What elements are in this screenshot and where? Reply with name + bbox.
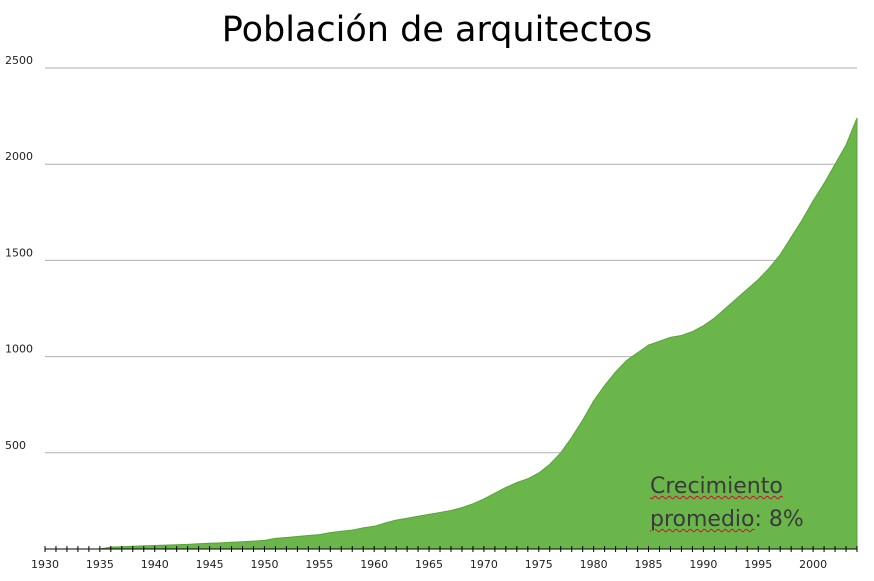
x-tick-label-1940: 1940	[141, 558, 169, 571]
x-tick-label-1970: 1970	[470, 558, 498, 571]
growth-annotation-line2: promedio: 8%	[650, 507, 804, 533]
x-tick-label-1980: 1980	[580, 558, 608, 571]
x-tick-label-1955: 1955	[305, 558, 333, 571]
x-tick-label-1975: 1975	[525, 558, 553, 571]
x-tick-label-1930: 1930	[31, 558, 59, 571]
x-tick-label-1950: 1950	[250, 558, 278, 571]
y-tick-label-500: 500	[5, 439, 26, 452]
x-tick-label-1935: 1935	[86, 558, 114, 571]
annotation-rate: : 8%	[754, 507, 804, 532]
area-fill	[45, 117, 858, 550]
x-tick-label-1995: 1995	[744, 558, 772, 571]
y-tick-label-1000: 1000	[5, 343, 33, 356]
growth-annotation-line1: Crecimiento	[650, 474, 783, 500]
y-tick-labels: 500 1000 1500 2000 2500	[5, 54, 33, 452]
x-tick-label-2000: 2000	[799, 558, 827, 571]
area-series	[45, 117, 858, 550]
chart-title: Población de arquitectos	[221, 10, 653, 50]
annotation-word-promedio: promedio	[650, 507, 755, 532]
x-tick-label-1965: 1965	[415, 558, 443, 571]
x-tick-label-1960: 1960	[360, 558, 388, 571]
y-tick-label-2000: 2000	[5, 150, 33, 163]
x-tick-label-1945: 1945	[196, 558, 224, 571]
y-tick-label-1500: 1500	[5, 246, 33, 259]
x-axis	[44, 546, 858, 552]
x-tick-label-1990: 1990	[689, 558, 717, 571]
annotation-word-crecimiento: Crecimiento	[650, 474, 783, 499]
x-tick-label-1985: 1985	[635, 558, 663, 571]
x-tick-labels: 1930 1935 1940 1945 1950 1955 1960 1965 1970 1975…	[31, 558, 827, 571]
y-tick-label-2500: 2500	[5, 54, 33, 67]
